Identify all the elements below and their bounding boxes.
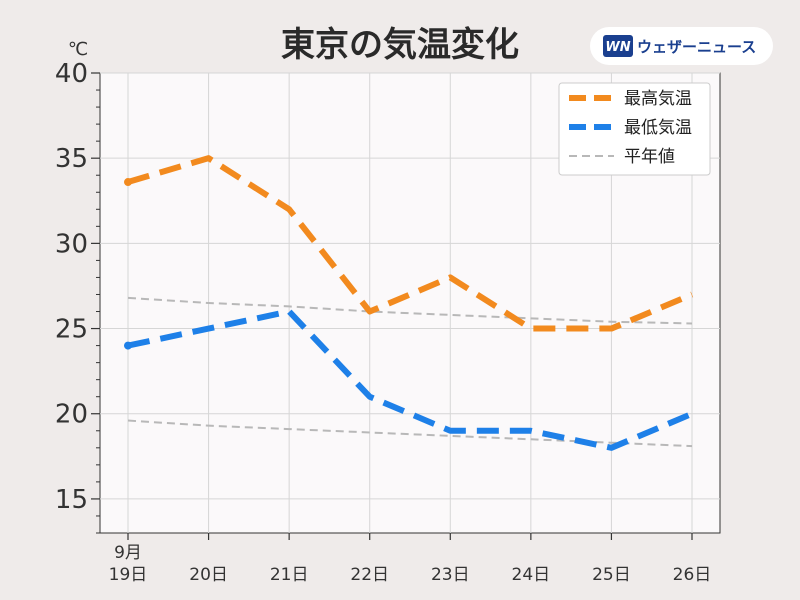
x-tick-label: 25日 <box>592 565 631 585</box>
series-start-point-1 <box>124 341 132 350</box>
brand-badge: WN ウェザーニュース <box>590 27 773 65</box>
x-tick-label: 20日 <box>189 565 228 585</box>
legend-label: 最低気温 <box>624 118 692 138</box>
brand-logo-icon <box>603 35 633 57</box>
y-axis-unit: ℃ <box>68 39 88 60</box>
y-tick-label: 40 <box>55 59 88 89</box>
y-tick-label: 35 <box>55 144 88 174</box>
series-line-3 <box>127 419 693 448</box>
x-tick-label: 23日 <box>431 565 470 585</box>
y-tick-label: 25 <box>55 315 88 345</box>
legend-label: 平年値 <box>624 147 675 167</box>
x-tick-label: 26日 <box>673 565 712 585</box>
series-start-point-0 <box>124 178 132 187</box>
x-tick-label: 24日 <box>512 565 551 585</box>
axis-ticks <box>91 72 693 540</box>
x-tick-label: 19日 <box>109 565 148 585</box>
y-tick-label: 20 <box>55 400 88 430</box>
x-tick-label: 21日 <box>270 565 309 585</box>
y-tick-label: 15 <box>55 485 88 515</box>
x-month-label: 9月 <box>114 543 142 563</box>
series-line-2 <box>127 296 693 325</box>
chart-title: 東京の気温変化 <box>281 25 519 65</box>
tick-labels: 15 20 25 30 35 40 19日 20日 21日 22日 23日 24日 25日 26日 9月 <box>55 59 711 585</box>
legend-box <box>558 82 711 176</box>
series-line-0 <box>127 155 694 332</box>
series-lines <box>124 155 694 451</box>
y-tick-label: 30 <box>55 229 88 259</box>
legend-label: 最高気温 <box>624 89 692 109</box>
brand-name: ウェザーニュース <box>637 38 756 56</box>
brand-logo-text: WN <box>605 40 630 55</box>
x-tick-label: 22日 <box>350 565 389 585</box>
